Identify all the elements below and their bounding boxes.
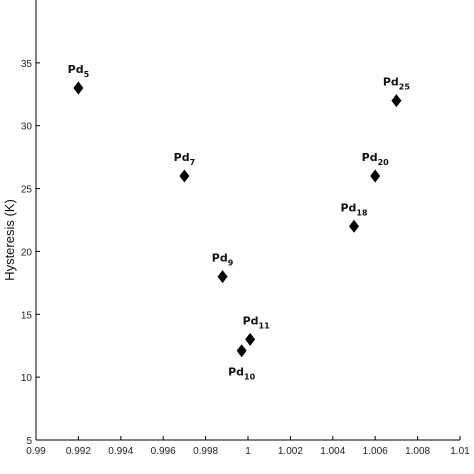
x-tick-label: 1.004	[320, 446, 345, 457]
point-label-pd25: Pd25	[383, 76, 411, 92]
x-tick-label: 1.002	[278, 446, 303, 457]
data-point-pd7	[179, 169, 190, 183]
data-point-pd5	[73, 81, 84, 95]
x-axis-ticks: 0.99 0.992 0.994 0.996 0.998 1 1.002 1.004 1.006…	[26, 436, 470, 457]
point-label-pd10: Pd10	[228, 366, 256, 382]
y-tick-label: 25	[21, 185, 33, 196]
x-tick-label: 1	[245, 446, 251, 457]
point-label-pd20: Pd20	[362, 151, 390, 167]
x-tick-label: 0.998	[193, 446, 218, 457]
data-point-pd11	[245, 332, 256, 346]
x-tick-label: 0.996	[151, 446, 176, 457]
data-point-pd9	[217, 270, 228, 284]
data-points	[73, 81, 402, 358]
point-label-pd5: Pd5	[68, 63, 90, 79]
data-point-pd18	[349, 219, 359, 233]
point-labels: Pd5 Pd7 Pd9 Pd10 Pd11 Pd18 Pd20 Pd25	[68, 63, 411, 382]
x-tick-label: 0.992	[66, 446, 91, 457]
x-tick-label: 1.008	[405, 446, 430, 457]
point-label-pd18: Pd18	[340, 201, 368, 217]
data-point-pd25	[391, 94, 402, 108]
point-label-pd11: Pd11	[243, 314, 271, 330]
y-tick-label: 15	[21, 310, 33, 321]
data-point-pd10	[236, 344, 247, 358]
y-tick-label: 30	[21, 122, 33, 133]
point-label-pd7: Pd7	[174, 151, 196, 167]
x-tick-label: 1.01	[450, 446, 470, 457]
point-label-pd9: Pd9	[212, 252, 234, 268]
y-tick-label: 5	[26, 436, 32, 447]
x-tick-label: 0.99	[26, 446, 46, 457]
y-tick-label: 35	[21, 59, 33, 70]
y-tick-label: 10	[21, 373, 33, 384]
x-tick-label: 0.994	[108, 446, 133, 457]
y-axis-title: Hysteresis (K)	[2, 199, 17, 281]
x-tick-label: 1.006	[363, 446, 388, 457]
y-tick-label: 20	[21, 247, 33, 258]
y-axis-ticks: 5 10 15 20 25 30 35	[21, 59, 40, 447]
data-point-pd20	[370, 169, 381, 183]
